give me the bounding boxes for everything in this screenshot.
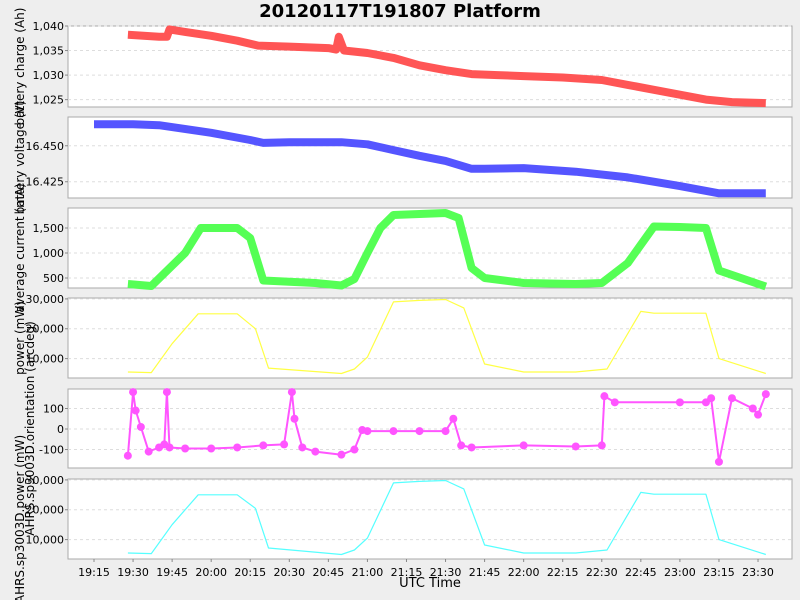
x-tick-label: 21:00: [352, 566, 384, 579]
data-series: [127, 209, 768, 291]
y-tick-label: 30,000: [26, 474, 65, 487]
x-tick-label: 23:00: [664, 566, 696, 579]
y-axis-label: battery voltage (V): [13, 101, 27, 215]
x-tick-label: 20:30: [273, 566, 305, 579]
y-tick-label: 1,025: [33, 94, 65, 107]
x-tick-label: 21:15: [391, 566, 423, 579]
chart-title: 20120117T191807 Platform: [259, 1, 541, 22]
y-tick-label: 10,000: [26, 353, 65, 366]
y-tick-label: 10,000: [26, 534, 65, 547]
y-tick-label: 1,035: [33, 45, 65, 58]
panel-5: -100 0 100 AHRS.sp3003D.orientation (arcdeg…: [23, 321, 793, 536]
y-tick-label: 20,000: [26, 323, 65, 336]
x-tick-label: 20:00: [195, 566, 227, 579]
x-tick-label: 20:15: [234, 566, 266, 579]
data-series: [127, 479, 766, 556]
data-series: [94, 120, 766, 198]
x-tick-label: 20:45: [313, 566, 345, 579]
panel-3: 500 1,000 1,500 average current (mA): [13, 183, 793, 313]
y-tick-label: 1,500: [33, 222, 65, 235]
y-tick-label: 30,000: [26, 293, 65, 306]
y-tick-label: 1,040: [33, 20, 65, 33]
x-tick-label: 22:45: [625, 566, 657, 579]
y-axis-label: power (mW): [13, 301, 27, 375]
x-tick-label: 23:15: [703, 566, 735, 579]
x-tick-label: 22:15: [547, 566, 579, 579]
panel-1: 1,025 1,030 1,035 1,040 battery charge (Ah): [13, 8, 793, 126]
y-axis-label: average current (mA): [13, 183, 27, 312]
y-tick-label: 1,000: [33, 247, 65, 260]
y-tick-label: 16.450: [26, 140, 65, 153]
x-tick-label: 21:30: [430, 566, 462, 579]
x-tick-label: 23:30: [742, 566, 774, 579]
y-tick-label: 20,000: [26, 504, 65, 517]
y-tick-label: 0: [57, 423, 64, 436]
x-tick-label: 19:45: [156, 566, 188, 579]
y-axis-label: AHRS.sp3003D.orientation (arcdeg): [23, 321, 37, 536]
y-tick-label: 500: [43, 272, 64, 285]
x-tick-label: 19:30: [117, 566, 149, 579]
x-tick-label: 22:30: [586, 566, 618, 579]
y-axis-label: AHRS.sp3003D.power (mW): [13, 435, 27, 600]
data-series: [127, 25, 766, 108]
data-series: [127, 298, 766, 375]
y-axis-label: battery charge (Ah): [13, 8, 27, 126]
y-tick-label: -100: [39, 444, 64, 457]
x-tick-label: 19:15: [78, 566, 110, 579]
x-tick-label: 21:45: [469, 566, 501, 579]
x-tick-label: 22:00: [508, 566, 540, 579]
y-tick-label: 100: [43, 402, 64, 415]
y-tick-label: 1,030: [33, 69, 65, 82]
x-axis-label: UTC Time: [399, 576, 461, 591]
y-tick-label: 16.425: [26, 176, 65, 189]
